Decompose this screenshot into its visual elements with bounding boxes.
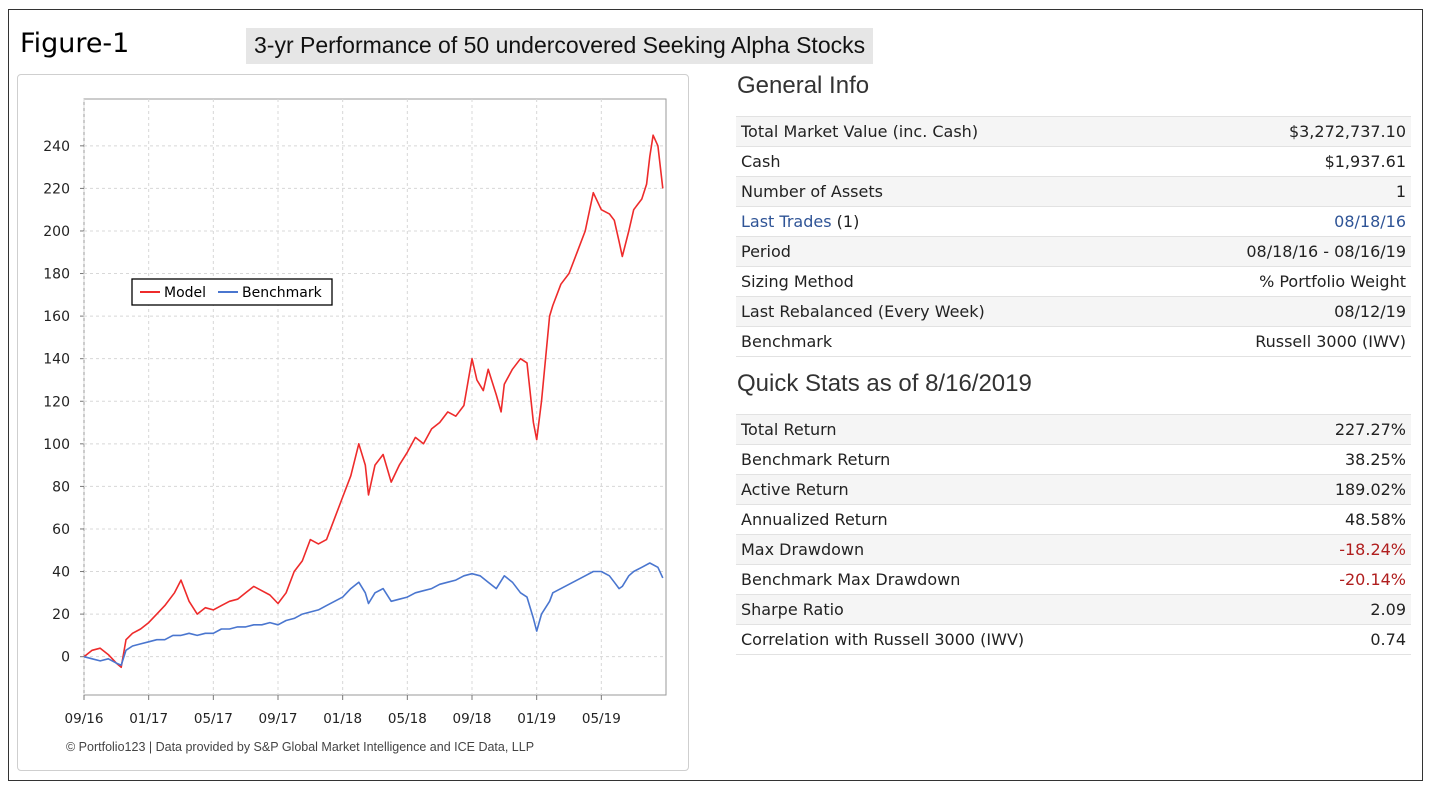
y-tick-label: 0	[61, 650, 70, 666]
stat-value: 38.25%	[1264, 444, 1411, 475]
info-row: Benchmark Russell 3000 (IWV)	[736, 326, 1411, 357]
stat-value-negative: -20.14%	[1264, 564, 1411, 595]
quick-stats-title: Quick Stats as of 8/16/2019	[737, 370, 1032, 397]
y-tick-label: 160	[43, 309, 70, 325]
chart-credit: © Portfolio123 | Data provided by S&P Gl…	[66, 740, 535, 754]
legend-label-model: Model	[164, 285, 206, 301]
info-row: Last Rebalanced (Every Week) 08/12/19	[736, 296, 1411, 327]
y-tick-label: 80	[52, 479, 70, 495]
x-tick-label: 01/17	[129, 711, 168, 727]
stat-label: Annualized Return	[736, 504, 1265, 535]
stat-label: Active Return	[736, 474, 1265, 505]
x-tick-label: 09/17	[259, 711, 298, 727]
y-tick-label: 200	[43, 224, 70, 240]
stat-label: Benchmark Return	[736, 444, 1265, 475]
legend-label-benchmark: Benchmark	[242, 285, 323, 301]
y-tick-label: 20	[52, 607, 70, 623]
info-label: Cash	[736, 146, 1141, 177]
info-value: 08/18/16 - 08/16/19	[1140, 236, 1411, 267]
info-row: Cash $1,937.61	[736, 146, 1411, 177]
figure-title: 3-yr Performance of 50 undercovered Seek…	[246, 28, 874, 64]
info-value: 08/12/19	[1140, 296, 1411, 327]
x-tick-label: 05/19	[582, 711, 621, 727]
model-line	[83, 134, 664, 669]
stat-row: Annualized Return 48.58%	[736, 504, 1411, 535]
x-tick-label: 09/18	[453, 711, 492, 727]
y-tick-label: 220	[43, 181, 70, 197]
info-label: Total Market Value (inc. Cash)	[736, 116, 1141, 147]
stat-row: Max Drawdown -18.24%	[736, 534, 1411, 565]
stat-row: Total Return 227.27%	[736, 414, 1411, 445]
x-tick-label: 05/17	[194, 711, 233, 727]
info-value: % Portfolio Weight	[1140, 266, 1411, 297]
info-label: Sizing Method	[736, 266, 1141, 297]
last-trades-link[interactable]: Last Trades	[741, 212, 832, 231]
last-trades-count: (1)	[831, 212, 860, 231]
info-row: Sizing Method% Portfolio Weight	[736, 266, 1411, 297]
chart-card: 0 20 40 60 80 100 120 140 160 180 200 220 240 09/16 01…	[17, 74, 689, 771]
performance-chart: 0 20 40 60 80 100 120 140 160 180 200 220 240 09/16 01…	[43, 98, 667, 727]
info-row: Total Market Value (inc. Cash) $3,272,737…	[736, 116, 1411, 147]
y-tick-label: 180	[43, 267, 70, 283]
y-tick-label: 140	[43, 352, 70, 368]
stat-label: Benchmark Max Drawdown	[736, 564, 1265, 595]
info-value: 1	[1140, 176, 1411, 207]
benchmark-line	[83, 562, 664, 667]
quick-stats-table: Total Return 227.27% Benchmark Return 38.2…	[736, 414, 1411, 655]
stat-label: Correlation with Russell 3000 (IWV)	[736, 624, 1265, 655]
stat-value-negative: -18.24%	[1264, 534, 1411, 565]
stat-value: 48.58%	[1264, 504, 1411, 535]
last-trades-date-link[interactable]: 08/18/16	[1334, 212, 1406, 231]
x-tick-label: 01/18	[323, 711, 362, 727]
general-info-title: General Info	[737, 72, 870, 99]
info-value-cell: 08/18/16	[1140, 206, 1411, 237]
info-value: $1,937.61	[1140, 146, 1411, 177]
y-tick-label: 60	[52, 522, 70, 538]
stat-row: Sharpe Ratio 2.09	[736, 594, 1411, 625]
info-label: Benchmark	[736, 326, 1141, 357]
plot-area	[83, 98, 667, 696]
info-label: Number of Assets	[736, 176, 1141, 207]
info-row: Last Trades (1) 08/18/16	[736, 206, 1411, 237]
stat-row: Active Return 189.02%	[736, 474, 1411, 505]
figure-frame	[8, 9, 1423, 781]
stat-value: 189.02%	[1264, 474, 1411, 505]
stat-row: Correlation with Russell 3000 (IWV) 0.74	[736, 624, 1411, 655]
info-value: $3,272,737.10	[1140, 116, 1411, 147]
y-tick-label: 100	[43, 437, 70, 453]
stat-value: 227.27%	[1264, 414, 1411, 445]
x-tick-label: 09/16	[65, 711, 104, 727]
y-tick-label: 240	[43, 139, 70, 155]
stat-row: Benchmark Return 38.25%	[736, 444, 1411, 475]
y-tick-label: 120	[43, 394, 70, 410]
x-tick-label: 01/19	[517, 711, 556, 727]
info-row: Number of Assets 1	[736, 176, 1411, 207]
general-info-table: Total Market Value (inc. Cash) $3,272,737…	[736, 116, 1411, 357]
stat-label: Max Drawdown	[736, 534, 1265, 565]
stat-label: Total Return	[736, 414, 1265, 445]
stat-row: Benchmark Max Drawdown -20.14%	[736, 564, 1411, 595]
info-label-cell: Last Trades (1)	[736, 206, 1141, 237]
info-label: Period	[736, 236, 1141, 267]
info-row: Period 08/18/16 - 08/16/19	[736, 236, 1411, 267]
info-value: Russell 3000 (IWV)	[1140, 326, 1411, 357]
stat-value: 2.09	[1264, 594, 1411, 625]
stat-label: Sharpe Ratio	[736, 594, 1265, 625]
x-tick-label: 05/18	[388, 711, 427, 727]
y-tick-label: 40	[52, 565, 70, 581]
stat-value: 0.74	[1264, 624, 1411, 655]
figure-label: Figure-1	[20, 28, 130, 59]
info-label: Last Rebalanced (Every Week)	[736, 296, 1141, 327]
